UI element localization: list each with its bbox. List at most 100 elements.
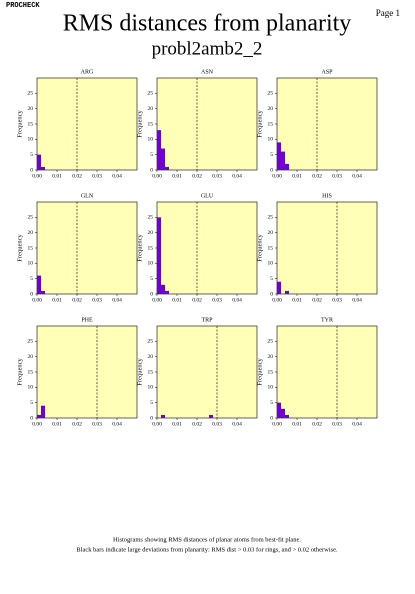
x-tick-label: 0.00 xyxy=(272,421,282,427)
histogram-bar xyxy=(285,290,289,294)
x-tick-label: 0.04 xyxy=(112,421,122,427)
y-tick-label: 0 xyxy=(30,167,33,173)
chart-title: GLN xyxy=(81,193,94,199)
x-tick-label: 0.03 xyxy=(92,173,102,179)
x-tick-label: 0.04 xyxy=(352,421,362,427)
plot-area xyxy=(276,201,378,295)
y-tick-label: 25 xyxy=(268,339,274,345)
histogram-bar xyxy=(157,217,161,294)
histogram-bar xyxy=(209,414,213,418)
y-tick-label: 15 xyxy=(268,245,274,251)
x-tick-label: 0.04 xyxy=(232,297,242,303)
y-axis-label: Frequency xyxy=(16,110,23,138)
y-tick-label: 5 xyxy=(150,400,153,406)
x-tick-label: 0.01 xyxy=(172,297,182,303)
histogram-bar xyxy=(281,408,285,418)
y-tick-label: 15 xyxy=(268,369,274,375)
y-tick-label: 15 xyxy=(148,245,154,251)
y-tick-label: 20 xyxy=(148,230,154,236)
x-tick-label: 0.00 xyxy=(272,173,282,179)
y-tick-label: 25 xyxy=(268,215,274,221)
y-tick-label: 25 xyxy=(268,91,274,97)
x-tick-label: 0.01 xyxy=(172,421,182,427)
histogram-bar xyxy=(285,414,289,418)
chart-title: HIS xyxy=(322,193,332,199)
x-tick-label: 0.02 xyxy=(192,297,202,303)
y-tick-label: 25 xyxy=(28,215,34,221)
plot-area xyxy=(36,325,138,419)
x-tick-label: 0.02 xyxy=(192,173,202,179)
y-tick-label: 15 xyxy=(148,121,154,127)
x-tick-label: 0.00 xyxy=(152,297,162,303)
x-tick-label: 0.00 xyxy=(152,421,162,427)
y-axis-label: Frequency xyxy=(136,358,143,386)
x-tick-label: 0.01 xyxy=(292,297,302,303)
x-tick-label: 0.03 xyxy=(332,173,342,179)
y-tick-label: 20 xyxy=(28,354,34,360)
y-tick-label: 15 xyxy=(268,121,274,127)
y-tick-label: 20 xyxy=(268,230,274,236)
y-tick-label: 10 xyxy=(268,137,274,143)
x-tick-label: 0.04 xyxy=(352,173,362,179)
histogram-bar xyxy=(37,275,41,294)
chart-title: ASP xyxy=(321,69,333,75)
program-name: PROCHECK xyxy=(6,2,40,10)
y-tick-label: 20 xyxy=(148,106,154,112)
y-tick-label: 25 xyxy=(148,339,154,345)
x-tick-label: 0.01 xyxy=(52,173,62,179)
y-axis-label: Frequency xyxy=(256,110,263,138)
y-tick-label: 0 xyxy=(270,415,273,421)
x-tick-label: 0.03 xyxy=(212,421,222,427)
y-tick-label: 5 xyxy=(270,152,273,158)
x-tick-label: 0.03 xyxy=(212,297,222,303)
y-tick-label: 25 xyxy=(28,339,34,345)
y-tick-label: 25 xyxy=(28,91,34,97)
histogram-bar xyxy=(277,402,281,418)
x-tick-label: 0.03 xyxy=(332,421,342,427)
y-tick-label: 0 xyxy=(30,415,33,421)
y-tick-label: 0 xyxy=(150,291,153,297)
y-tick-label: 5 xyxy=(270,400,273,406)
plot-area xyxy=(156,325,258,419)
histogram-bar xyxy=(157,130,161,170)
plot-area xyxy=(276,325,378,419)
y-tick-label: 10 xyxy=(268,385,274,391)
y-axis-label: Frequency xyxy=(256,234,263,262)
y-tick-label: 15 xyxy=(28,369,34,375)
histogram-bar xyxy=(165,290,169,294)
y-tick-label: 25 xyxy=(148,215,154,221)
y-tick-label: 10 xyxy=(148,137,154,143)
y-axis-label: Frequency xyxy=(256,358,263,386)
x-tick-label: 0.01 xyxy=(292,173,302,179)
chart-title: TRP xyxy=(201,317,213,323)
y-tick-label: 5 xyxy=(150,152,153,158)
plot-area xyxy=(156,77,258,171)
histogram-bar xyxy=(277,281,281,294)
chart-title: ASN xyxy=(201,69,214,75)
chart-title: PHE xyxy=(81,317,93,323)
x-tick-label: 0.02 xyxy=(72,173,82,179)
y-axis-label: Frequency xyxy=(16,234,23,262)
y-tick-label: 20 xyxy=(268,106,274,112)
y-tick-label: 10 xyxy=(148,261,154,267)
y-tick-label: 0 xyxy=(30,291,33,297)
x-tick-label: 0.03 xyxy=(92,297,102,303)
x-tick-label: 0.01 xyxy=(52,297,62,303)
histogram-bar xyxy=(285,163,289,170)
y-tick-label: 20 xyxy=(28,230,34,236)
x-tick-label: 0.02 xyxy=(312,421,322,427)
y-axis-label: Frequency xyxy=(136,234,143,262)
y-axis-label: Frequency xyxy=(136,110,143,138)
y-tick-label: 10 xyxy=(148,385,154,391)
plot-area xyxy=(36,201,138,295)
x-tick-label: 0.02 xyxy=(192,421,202,427)
x-tick-label: 0.03 xyxy=(92,421,102,427)
x-tick-label: 0.00 xyxy=(32,173,42,179)
y-tick-label: 15 xyxy=(148,369,154,375)
y-tick-label: 0 xyxy=(270,167,273,173)
x-tick-label: 0.02 xyxy=(312,297,322,303)
y-tick-label: 5 xyxy=(270,276,273,282)
footer-note: Histograms showing RMS distances of plan… xyxy=(113,536,301,543)
y-tick-label: 10 xyxy=(28,385,34,391)
